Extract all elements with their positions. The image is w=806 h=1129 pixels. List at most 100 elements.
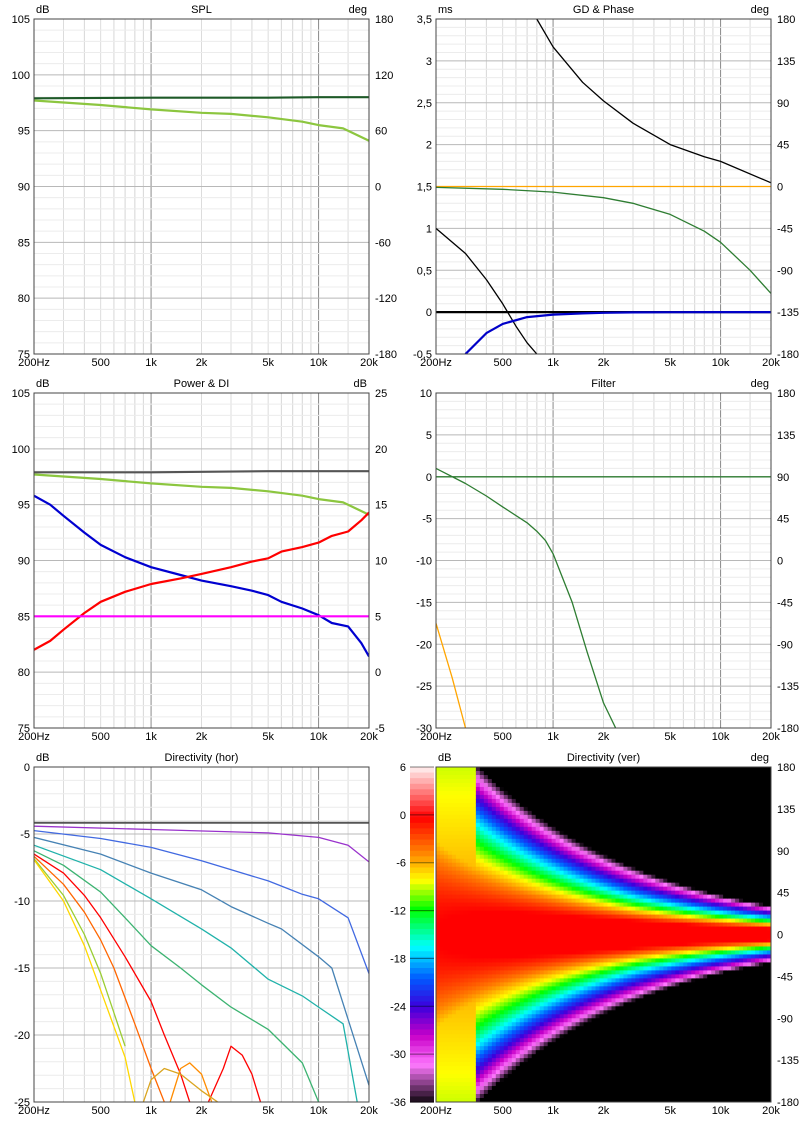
heatmap-cell: [468, 775, 473, 780]
heatmap-cell: [568, 974, 573, 979]
heatmap-cell: [548, 1058, 553, 1063]
heatmap-cell: [492, 974, 497, 979]
heatmap-cell: [488, 1006, 493, 1011]
heatmap-cell: [560, 887, 565, 892]
heatmap-cell: [492, 962, 497, 967]
heatmap-cell: [468, 767, 473, 772]
heatmap-cell: [436, 775, 441, 780]
heatmap-cell: [643, 863, 648, 868]
heatmap-cell: [472, 851, 477, 856]
heatmap-cell: [492, 950, 497, 955]
heatmap-cell: [472, 938, 477, 943]
heatmap-cell: [604, 938, 609, 943]
heatmap-cell: [436, 1018, 441, 1023]
heatmap-cell: [588, 978, 593, 983]
heatmap-cell: [588, 843, 593, 848]
heatmap-cell: [639, 978, 644, 983]
heatmap-cell: [560, 966, 565, 971]
heatmap-cell: [476, 927, 481, 932]
heatmap-cell: [480, 771, 485, 776]
heatmap-cell: [568, 990, 573, 995]
heatmap-cell: [516, 1026, 521, 1031]
heatmap-cell: [520, 787, 525, 792]
heatmap-cell: [584, 1054, 589, 1059]
heatmap-cell: [588, 1090, 593, 1095]
heatmap-cell: [544, 982, 549, 987]
heatmap-cell: [460, 966, 465, 971]
heatmap-cell: [520, 954, 525, 959]
heatmap-cell: [572, 1082, 577, 1087]
heatmap-cell: [480, 986, 485, 991]
heatmap-cell: [528, 938, 533, 943]
heatmap-cell: [615, 970, 620, 975]
heatmap-cell: [635, 1022, 640, 1027]
heatmap-cell: [627, 994, 632, 999]
heatmap-cell: [476, 875, 481, 880]
heatmap-cell: [540, 1010, 545, 1015]
heatmap-cell: [492, 899, 497, 904]
heatmap-cell: [592, 962, 597, 967]
heatmap-cell: [460, 1070, 465, 1075]
heatmap-cell: [472, 1086, 477, 1091]
y-tick-label: 2: [426, 140, 432, 152]
heatmap-cell: [544, 911, 549, 916]
heatmap-cell: [560, 1014, 565, 1019]
heatmap-cell: [576, 783, 581, 788]
heatmap-cell: [552, 931, 557, 936]
heatmap-cell: [607, 1002, 612, 1007]
heatmap-cell: [500, 775, 505, 780]
heatmap-cell: [516, 771, 521, 776]
heatmap-cell: [548, 795, 553, 800]
heatmap-cell: [639, 950, 644, 955]
heatmap-cell: [604, 811, 609, 816]
heatmap-cell: [512, 847, 517, 852]
heatmap-cell: [564, 871, 569, 876]
heatmap-cell: [604, 927, 609, 932]
heatmap-cell: [607, 767, 612, 772]
heatmap-cell: [544, 935, 549, 940]
heatmap-cell: [524, 775, 529, 780]
heatmap-cell: [472, 927, 477, 932]
y2-tick-label: -60: [375, 237, 391, 249]
heatmap-cell: [607, 966, 612, 971]
heatmap-cell: [472, 907, 477, 912]
heatmap-cell: [643, 966, 648, 971]
heatmap-cell: [540, 942, 545, 947]
heatmap-cell: [452, 994, 457, 999]
heatmap-cell: [572, 1014, 577, 1019]
heatmap-cell: [604, 1074, 609, 1079]
heatmap-cell: [580, 859, 585, 864]
heatmap-cell: [492, 843, 497, 848]
heatmap-cell: [540, 779, 545, 784]
heatmap-cell: [440, 907, 445, 912]
heatmap-cell: [635, 1018, 640, 1023]
heatmap-cell: [556, 938, 561, 943]
heatmap-cell: [564, 799, 569, 804]
heatmap-cell: [476, 1030, 481, 1035]
heatmap-cell: [456, 847, 461, 852]
heatmap-cell: [444, 1082, 449, 1087]
heatmap-cell: [440, 887, 445, 892]
heatmap-cell: [552, 787, 557, 792]
heatmap-cell: [524, 1078, 529, 1083]
heatmap-cell: [584, 891, 589, 896]
heatmap-cell: [524, 927, 529, 932]
heatmap-cell: [480, 883, 485, 888]
heatmap-cell: [464, 839, 469, 844]
heatmap-cell: [520, 1022, 525, 1027]
left-unit-label: ms: [438, 4, 453, 16]
heatmap-cell: [548, 883, 553, 888]
heatmap-cell: [448, 1002, 453, 1007]
heatmap-cell: [615, 942, 620, 947]
heatmap-cell: [472, 1006, 477, 1011]
heatmap-cell: [504, 907, 509, 912]
heatmap-cell: [580, 938, 585, 943]
heatmap-cell: [504, 899, 509, 904]
heatmap-cell: [524, 1010, 529, 1015]
heatmap-cell: [564, 775, 569, 780]
heatmap-cell: [480, 962, 485, 967]
heatmap-cell: [476, 946, 481, 951]
heatmap-cell: [580, 1042, 585, 1047]
heatmap-cell: [496, 1050, 501, 1055]
heatmap-cell: [480, 775, 485, 780]
